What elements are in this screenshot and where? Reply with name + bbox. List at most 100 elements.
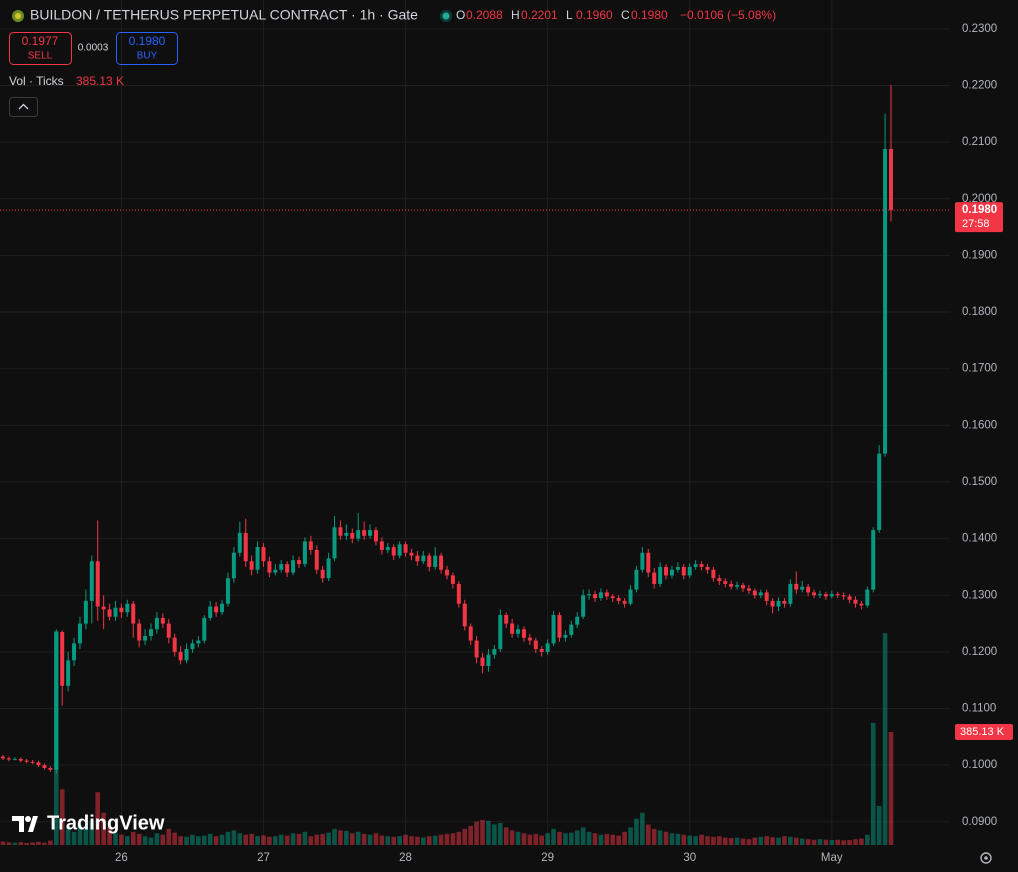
buy-button[interactable] bbox=[116, 32, 178, 65]
candle-body bbox=[450, 575, 455, 584]
logo-icon bbox=[12, 816, 38, 832]
volume-bar bbox=[604, 833, 610, 845]
candle-body bbox=[521, 629, 526, 638]
volume-bar bbox=[302, 831, 308, 845]
candle-body bbox=[675, 566, 680, 570]
volume-bar bbox=[640, 812, 645, 845]
candle-body bbox=[326, 558, 331, 579]
volume-bar bbox=[888, 732, 894, 845]
candle-body bbox=[610, 596, 615, 599]
candle-body bbox=[865, 589, 870, 606]
candle-body bbox=[510, 623, 515, 634]
volume-bar bbox=[551, 828, 556, 845]
volume-bar bbox=[89, 821, 95, 845]
volume-bar bbox=[0, 841, 6, 845]
candle-body bbox=[421, 555, 426, 562]
candle-body bbox=[415, 555, 420, 562]
volume-bar bbox=[740, 838, 746, 845]
volume-legend-name: Vol · Ticks bbox=[9, 74, 64, 88]
volume-bar bbox=[42, 842, 47, 845]
volume-bar bbox=[746, 839, 752, 845]
candle-body bbox=[527, 637, 532, 641]
candle-body bbox=[551, 615, 556, 644]
candle-body bbox=[95, 561, 100, 607]
candle-body bbox=[131, 603, 136, 624]
collapse-button[interactable] bbox=[9, 97, 38, 117]
volume-bar bbox=[823, 839, 829, 845]
volume-bar bbox=[48, 840, 53, 845]
candle-body bbox=[308, 541, 313, 550]
volume-bar bbox=[255, 836, 260, 845]
volume-bar bbox=[586, 831, 592, 845]
volume-bar bbox=[788, 836, 793, 845]
candle-body bbox=[267, 561, 272, 573]
candle-body bbox=[403, 544, 408, 553]
volume-bar bbox=[705, 836, 710, 845]
volume-bar bbox=[817, 839, 823, 845]
volume-bar bbox=[30, 842, 35, 845]
volume-bar bbox=[83, 828, 89, 845]
candle-body bbox=[302, 541, 307, 565]
volume-bar bbox=[154, 833, 160, 845]
candle-body bbox=[208, 606, 213, 618]
candle-body bbox=[178, 651, 183, 661]
candle-body bbox=[83, 600, 88, 624]
candle-body bbox=[758, 592, 763, 596]
candle-body bbox=[160, 617, 165, 624]
candle-body bbox=[190, 643, 195, 650]
volume-bar bbox=[338, 830, 343, 845]
volume-bar bbox=[12, 842, 18, 845]
candle-body bbox=[184, 649, 189, 661]
volume-bar bbox=[580, 827, 586, 845]
volume-bar bbox=[95, 792, 101, 845]
candle-body bbox=[723, 581, 728, 584]
volume-badge-label: 385.13 K bbox=[960, 726, 1005, 738]
volume-bar bbox=[563, 833, 568, 845]
candle-body bbox=[373, 530, 378, 542]
candle-body bbox=[409, 552, 414, 556]
volume-bar bbox=[273, 836, 278, 845]
volume-bar bbox=[758, 836, 764, 845]
volume-bar bbox=[397, 836, 402, 845]
volume-bar bbox=[207, 833, 213, 845]
candle-body bbox=[297, 560, 301, 565]
candle-body bbox=[622, 600, 627, 604]
volume-bar bbox=[829, 840, 835, 845]
collapse-icon bbox=[18, 103, 29, 110]
volume-bar bbox=[190, 834, 195, 845]
candle-body bbox=[587, 594, 592, 596]
sell-button[interactable] bbox=[9, 32, 72, 65]
candle-body bbox=[492, 649, 497, 655]
sell-label: SELL bbox=[28, 51, 53, 62]
volume-bar bbox=[172, 832, 177, 845]
volume-bar bbox=[284, 835, 290, 845]
change: −0.0106 (−5.08%) bbox=[680, 8, 776, 22]
candle-body bbox=[54, 632, 59, 770]
volume-badge bbox=[955, 724, 1013, 741]
candle-body bbox=[439, 555, 444, 570]
volume-bar bbox=[717, 836, 722, 845]
candle-body bbox=[119, 607, 124, 613]
volume-bar bbox=[634, 818, 639, 845]
volume-bar bbox=[332, 828, 337, 845]
candle-body bbox=[711, 569, 716, 579]
volume-bar bbox=[557, 831, 562, 845]
volume-bar bbox=[237, 833, 243, 845]
settings-icon[interactable] bbox=[980, 852, 992, 864]
x-tick-label: 29 bbox=[541, 852, 554, 864]
volume-bar bbox=[509, 830, 515, 845]
volume-bar bbox=[533, 833, 539, 845]
volume-bar bbox=[320, 833, 325, 845]
candle-body bbox=[563, 634, 568, 638]
volume-bar bbox=[598, 834, 604, 845]
volume-bar bbox=[669, 833, 675, 845]
candle-body bbox=[101, 606, 106, 610]
candle-body bbox=[859, 603, 864, 606]
y-tick-label: 0.1600 bbox=[962, 419, 997, 431]
volume-bar bbox=[474, 821, 479, 845]
ohlc-key: H bbox=[511, 8, 520, 22]
y-tick-label: 0.2100 bbox=[962, 136, 997, 148]
ohlc-key: C bbox=[621, 8, 630, 22]
candle-body bbox=[172, 637, 177, 652]
